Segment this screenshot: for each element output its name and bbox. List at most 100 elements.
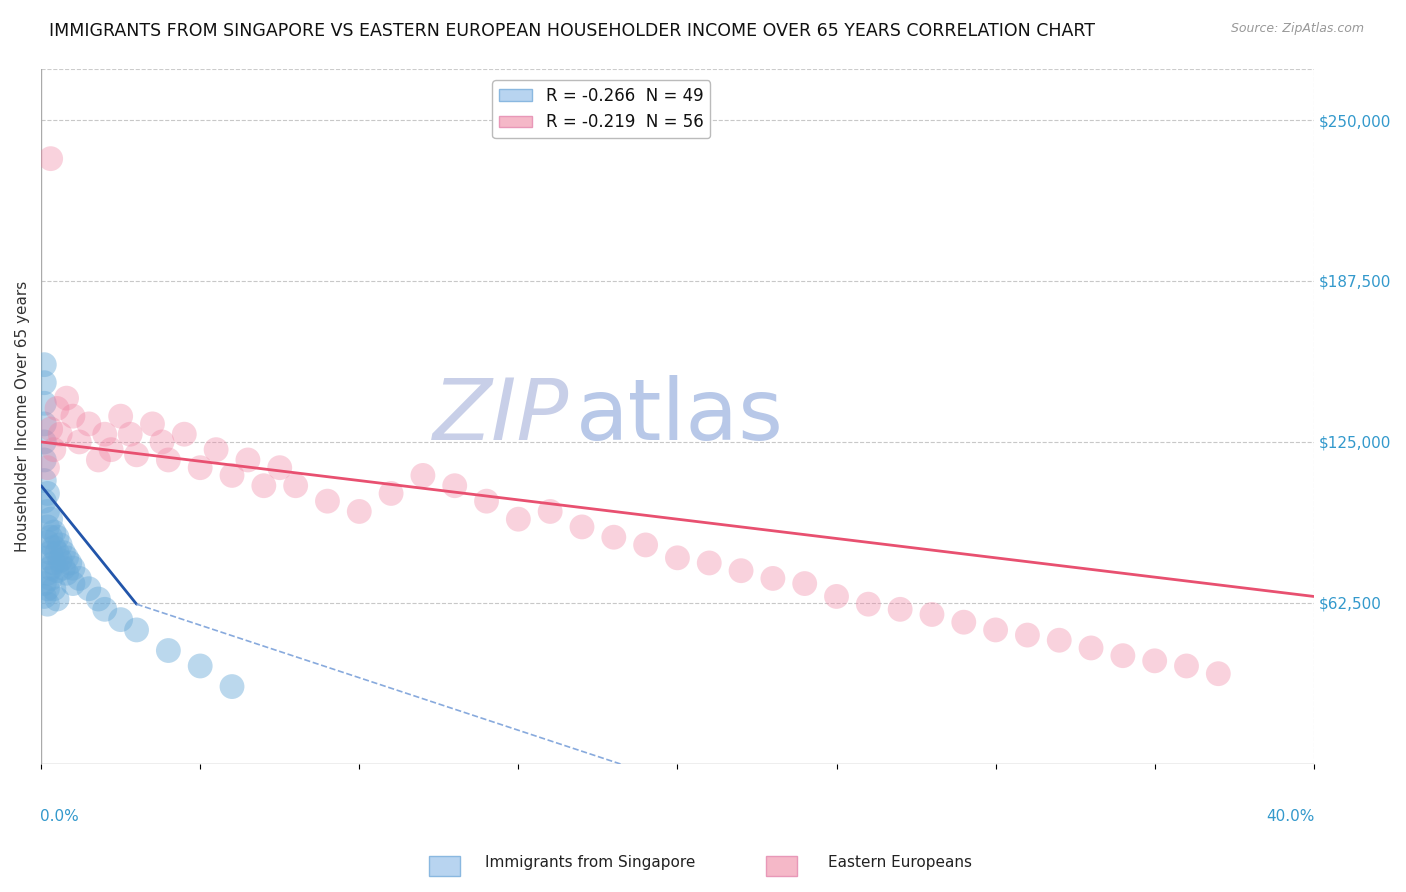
Point [141, 417, 163, 431]
Point [77, 582, 100, 596]
Point [110, 409, 132, 424]
Point [34, 474, 56, 488]
Point [37, 550, 59, 565]
Point [37, 535, 59, 549]
Point [42, 541, 65, 555]
Point [37, 566, 59, 581]
Point [236, 453, 259, 467]
Point [349, 504, 371, 518]
Point [93, 427, 115, 442]
Point [37, 597, 59, 611]
Point [221, 680, 243, 694]
Point [34, 417, 56, 431]
Point [1143, 654, 1166, 668]
Point [188, 659, 211, 673]
Point [1112, 648, 1135, 663]
Text: ZIP: ZIP [433, 375, 569, 458]
Point [120, 427, 142, 442]
Point [508, 512, 530, 526]
Point [42, 524, 65, 539]
Point [1017, 628, 1039, 642]
Point [412, 468, 434, 483]
Point [952, 615, 974, 630]
Y-axis label: Householder Income Over 65 years: Householder Income Over 65 years [15, 281, 30, 552]
Point [34, 576, 56, 591]
Point [39, 512, 62, 526]
Point [55, 566, 77, 581]
Point [62, 576, 84, 591]
Point [443, 479, 465, 493]
Point [34, 494, 56, 508]
Point [205, 442, 228, 457]
Point [100, 442, 122, 457]
Text: 0.0%: 0.0% [39, 809, 79, 824]
Point [39, 546, 62, 560]
Point [42, 442, 65, 457]
Point [62, 409, 84, 424]
Point [39, 561, 62, 575]
Point [1047, 633, 1070, 648]
Point [634, 538, 657, 552]
Point [93, 602, 115, 616]
Point [49, 538, 72, 552]
Point [1208, 666, 1230, 681]
Point [39, 152, 62, 166]
Point [67, 571, 90, 585]
Point [34, 396, 56, 410]
Point [34, 434, 56, 449]
Point [269, 460, 291, 475]
Point [188, 460, 211, 475]
Point [42, 582, 65, 596]
Point [37, 460, 59, 475]
Point [62, 561, 84, 575]
Point [157, 453, 180, 467]
Point [46, 564, 69, 578]
Point [150, 434, 173, 449]
Point [793, 576, 815, 591]
Point [55, 550, 77, 565]
Point [77, 417, 100, 431]
Point [125, 623, 148, 637]
Point [39, 571, 62, 585]
Point [37, 486, 59, 500]
Point [157, 643, 180, 657]
Text: Immigrants from Singapore: Immigrants from Singapore [485, 855, 696, 870]
Point [110, 613, 132, 627]
Point [1080, 640, 1102, 655]
Point [34, 358, 56, 372]
Point [49, 427, 72, 442]
Text: Eastern Europeans: Eastern Europeans [828, 855, 972, 870]
Point [284, 479, 307, 493]
Point [59, 556, 82, 570]
Point [34, 590, 56, 604]
Point [49, 553, 72, 567]
Point [697, 556, 720, 570]
Text: Source: ZipAtlas.com: Source: ZipAtlas.com [1230, 22, 1364, 36]
Point [221, 468, 243, 483]
Point [173, 427, 195, 442]
Point [125, 448, 148, 462]
Point [571, 520, 593, 534]
Point [52, 546, 75, 560]
Point [538, 504, 561, 518]
Point [34, 453, 56, 467]
Point [1175, 659, 1198, 673]
Point [39, 530, 62, 544]
Point [34, 376, 56, 390]
Point [984, 623, 1007, 637]
Point [87, 453, 110, 467]
Point [380, 486, 402, 500]
Text: atlas: atlas [575, 375, 783, 458]
Point [42, 556, 65, 570]
Point [921, 607, 943, 622]
Point [37, 520, 59, 534]
Point [46, 546, 69, 560]
Point [253, 479, 276, 493]
Legend: R = -0.266  N = 49, R = -0.219  N = 56: R = -0.266 N = 49, R = -0.219 N = 56 [492, 80, 710, 138]
Point [46, 530, 69, 544]
Point [858, 597, 880, 611]
Point [87, 592, 110, 607]
Point [475, 494, 498, 508]
Point [39, 422, 62, 436]
Point [603, 530, 626, 544]
